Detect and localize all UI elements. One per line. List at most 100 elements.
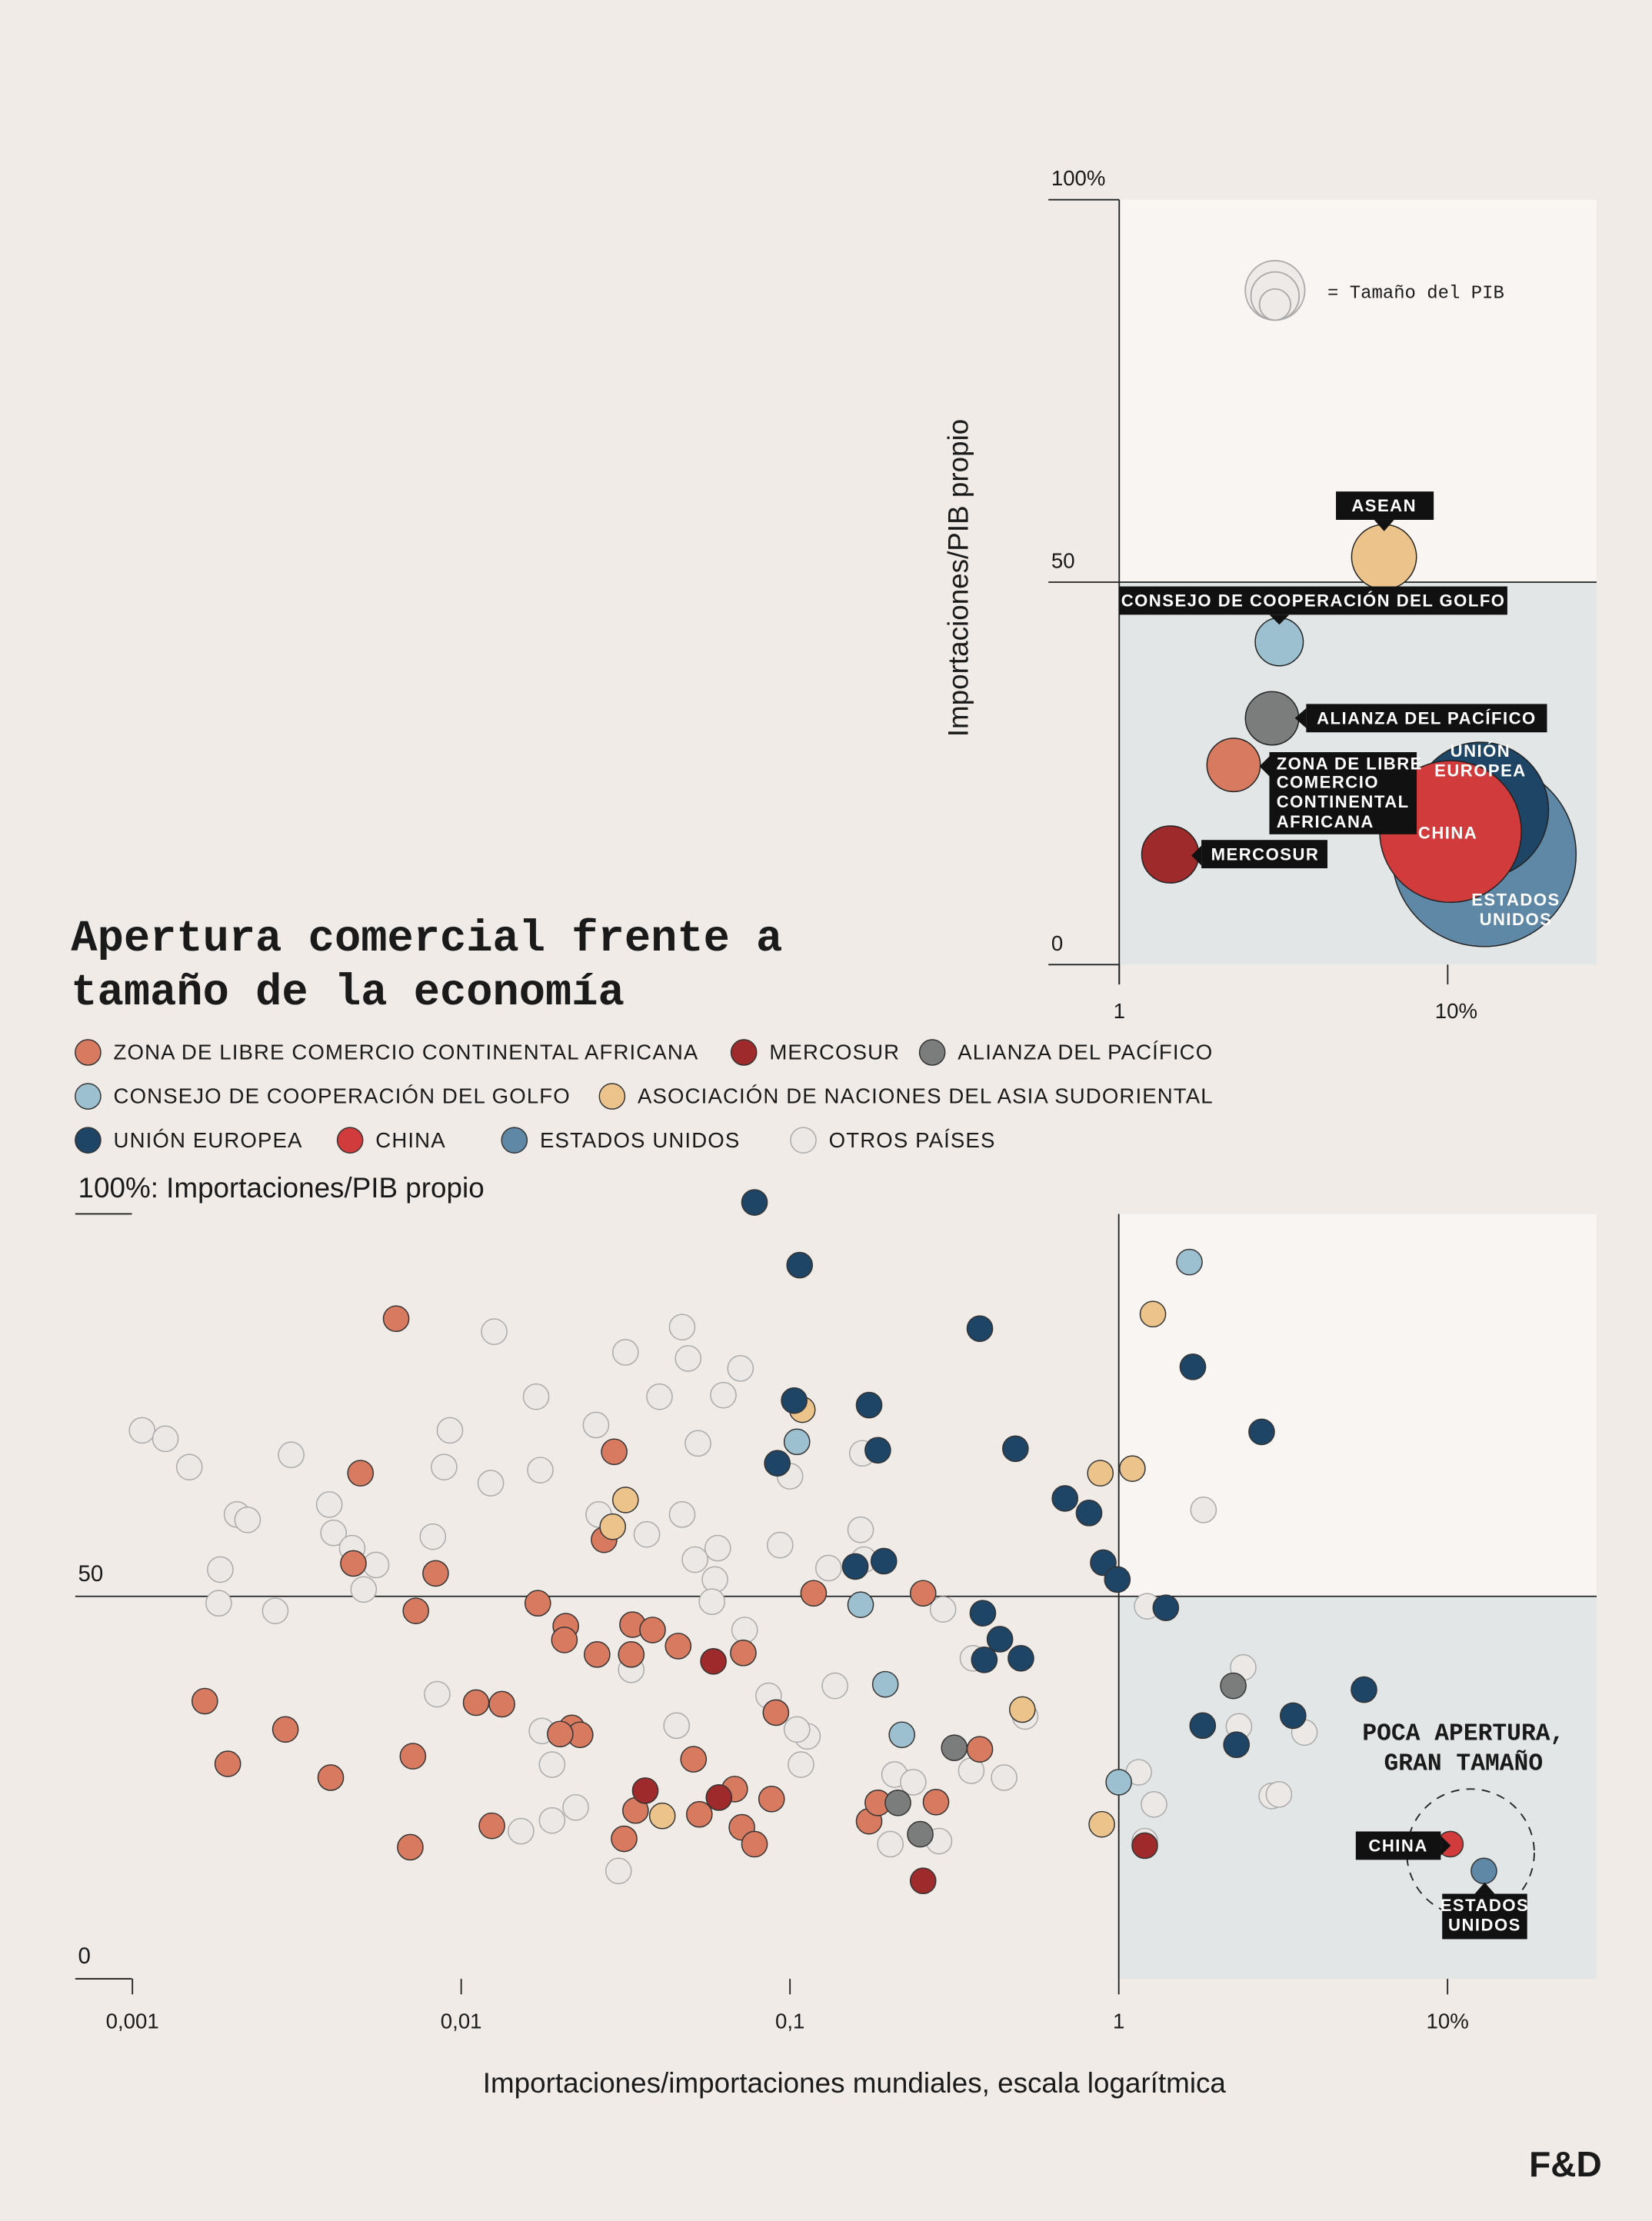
point — [271, 1716, 299, 1743]
legend-label: CHINA — [375, 1128, 445, 1152]
point — [648, 1802, 676, 1830]
point — [847, 1516, 874, 1543]
point — [551, 1627, 578, 1653]
point — [481, 1318, 508, 1345]
point — [128, 1417, 156, 1444]
point — [1075, 1500, 1103, 1527]
point — [278, 1441, 305, 1469]
point — [814, 1554, 842, 1582]
point — [522, 1383, 550, 1410]
point — [681, 1546, 708, 1573]
x-tick-label: 10% — [1427, 2009, 1469, 2033]
point — [478, 1812, 505, 1840]
point — [1087, 1460, 1114, 1487]
point — [347, 1460, 375, 1487]
point — [668, 1314, 696, 1340]
point — [601, 1438, 628, 1466]
x-tick-label: 0,1 — [775, 2009, 804, 2033]
point — [1152, 1594, 1180, 1621]
point — [462, 1689, 490, 1717]
x-tick-label: 10% — [1435, 999, 1477, 1023]
point — [781, 1387, 808, 1414]
point — [663, 1712, 691, 1740]
y-axis-title: Importaciones/PIB propio — [943, 419, 974, 738]
point — [704, 1534, 731, 1562]
point — [870, 1547, 898, 1575]
point — [1189, 1712, 1217, 1740]
point — [605, 1857, 632, 1885]
logo: F&D — [1529, 2144, 1602, 2184]
x-tick-label: 0,001 — [106, 2009, 159, 2033]
bubble — [1244, 691, 1300, 746]
point — [639, 1617, 666, 1643]
legend-label: UNIÓN EUROPEA — [114, 1128, 303, 1152]
x-tick-label: 1 — [1114, 999, 1125, 1023]
point — [618, 1641, 645, 1668]
upper-panel — [1118, 1214, 1597, 1597]
size-legend-label: = Tamaño del PIB — [1327, 284, 1504, 305]
legend-label: ASOCIACIÓN DE NACIONES DEL ASIA SUDORIEN… — [638, 1084, 1214, 1108]
point — [685, 1800, 713, 1828]
label-box — [1119, 586, 1507, 615]
point — [1248, 1418, 1275, 1446]
callout-label: UNIDOS — [1448, 1916, 1521, 1935]
point — [1119, 1455, 1146, 1482]
annotation: GRAN TAMAÑO — [1384, 1750, 1544, 1777]
point — [864, 1437, 891, 1464]
point — [680, 1746, 708, 1773]
point — [488, 1690, 515, 1718]
label-box — [1336, 491, 1434, 520]
bubble-label: ASEAN — [1351, 496, 1417, 515]
point — [261, 1597, 289, 1624]
point — [436, 1417, 464, 1444]
point — [674, 1345, 702, 1372]
legend-marker — [501, 1127, 528, 1154]
point — [841, 1553, 869, 1580]
point — [611, 1487, 639, 1513]
point — [698, 1588, 726, 1616]
label-box — [1306, 704, 1547, 733]
point — [205, 1590, 232, 1617]
point — [424, 1680, 451, 1708]
bubble-label: EUROPEA — [1434, 761, 1527, 781]
point — [508, 1817, 535, 1845]
point — [710, 1381, 737, 1409]
point — [340, 1550, 367, 1577]
point — [664, 1633, 692, 1660]
point — [700, 1647, 727, 1675]
bubble — [1351, 524, 1417, 591]
point — [1220, 1672, 1247, 1700]
label-pointer — [1474, 1882, 1495, 1894]
point — [731, 1617, 758, 1643]
point — [1141, 1790, 1167, 1818]
point — [741, 1189, 768, 1216]
point — [317, 1764, 345, 1791]
bubble-label: ZONA DE LIBRE — [1277, 754, 1423, 773]
upper-panel — [1119, 199, 1597, 582]
bubble-label: UNIÓN — [1450, 741, 1511, 761]
legend-label: ALIANZA DEL PACÍFICO — [958, 1041, 1213, 1064]
bubble-label: MERCOSUR — [1211, 844, 1320, 864]
callout-label: ESTADOS — [1441, 1896, 1529, 1915]
point — [214, 1750, 241, 1777]
bubble — [1141, 825, 1200, 884]
label-pointer — [1269, 614, 1290, 625]
callout-label: CHINA — [1368, 1836, 1427, 1856]
point — [422, 1560, 449, 1587]
bubble-label: CHINA — [1418, 824, 1477, 843]
point — [668, 1501, 696, 1528]
point — [315, 1491, 343, 1518]
point — [900, 1769, 927, 1796]
label-pointer — [1259, 756, 1270, 777]
point — [1351, 1676, 1377, 1703]
point — [991, 1764, 1018, 1791]
point — [705, 1784, 733, 1811]
bubble-label: ALIANZA DEL PACÍFICO — [1317, 708, 1537, 728]
chart-title: Apertura comercial frente a tamaño de la… — [71, 914, 783, 1019]
x-tick-label: 1 — [1113, 2009, 1124, 2033]
label-pointer — [1191, 845, 1202, 866]
point — [783, 1428, 811, 1456]
point — [1265, 1781, 1293, 1808]
point — [941, 1734, 968, 1761]
